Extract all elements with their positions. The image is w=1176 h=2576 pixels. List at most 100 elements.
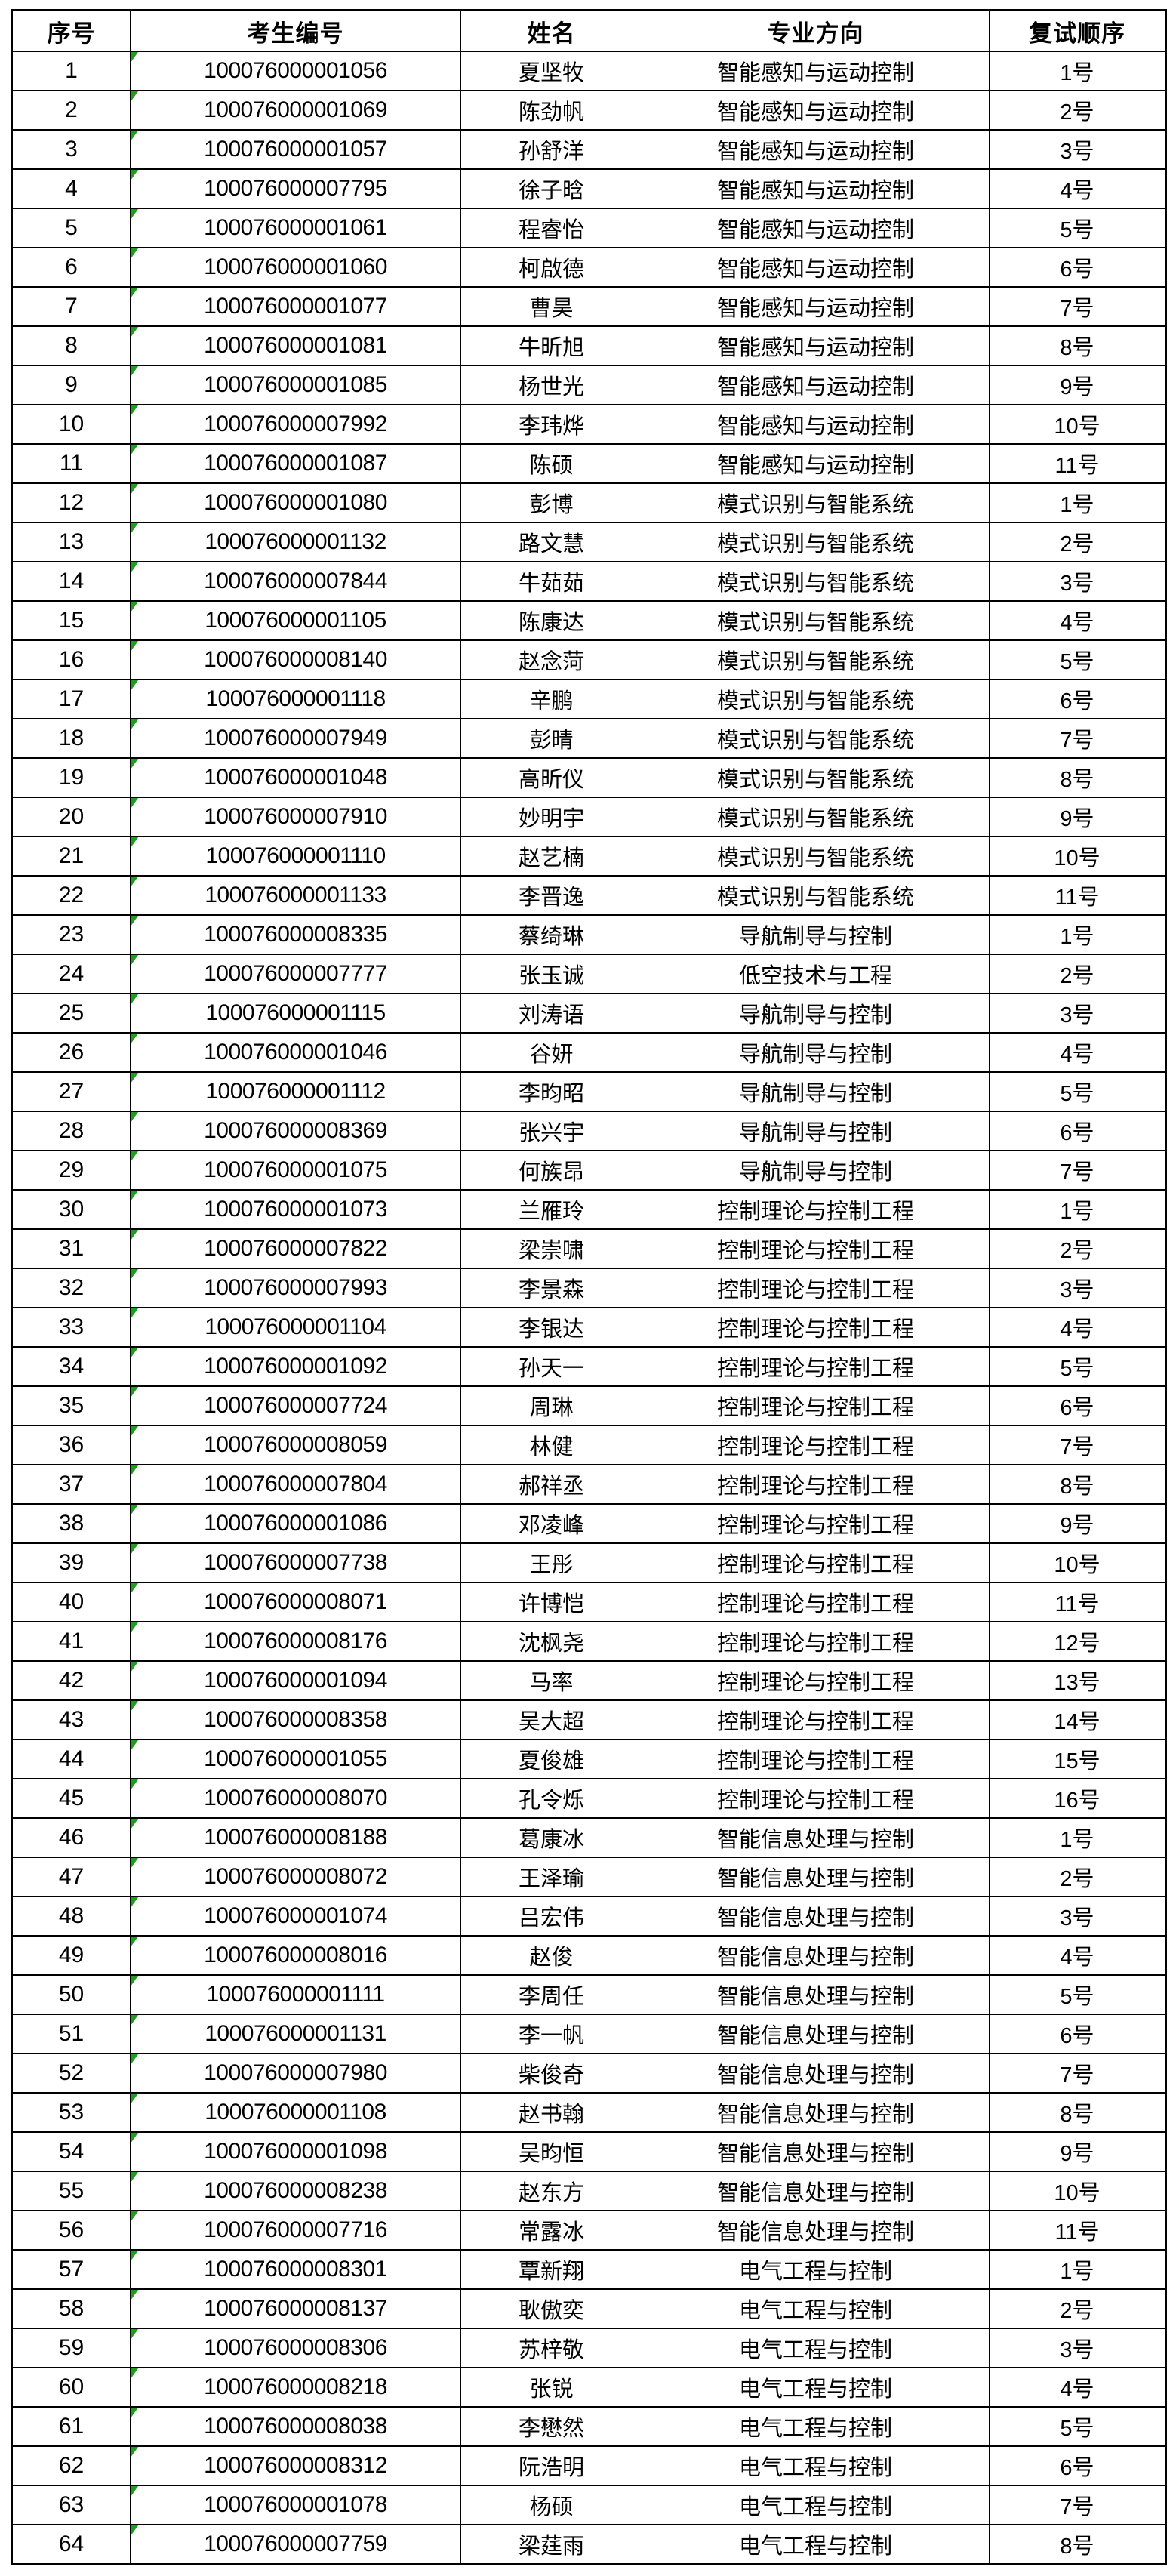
cell-retest-order: 11号 <box>989 443 1166 484</box>
candidate-id-text: 100076000001075 <box>204 1157 387 1182</box>
candidate-id-text: 100076000001092 <box>204 1354 387 1379</box>
stored-as-text-flag-icon <box>131 1859 138 1869</box>
cell-candidate-name: 王泽瑜 <box>460 1857 642 1897</box>
cell-candidate-id: 100076000007949 <box>130 718 461 759</box>
cell-serial-number: 19 <box>11 757 131 798</box>
cell-candidate-name: 梁莛雨 <box>460 2524 642 2565</box>
candidate-id-text: 100076000008071 <box>204 1589 387 1614</box>
cell-retest-order: 10号 <box>989 836 1166 877</box>
cell-serial-number: 24 <box>11 954 131 994</box>
cell-serial-number: 27 <box>11 1071 131 1112</box>
column-header: 复试顺序 <box>989 9 1166 52</box>
candidate-id-text: 100076000007738 <box>204 1550 387 1575</box>
candidate-id-text: 100076000007993 <box>204 1275 387 1300</box>
cell-serial-number: 14 <box>11 561 131 602</box>
cell-retest-order: 5号 <box>989 1974 1166 2015</box>
stored-as-text-flag-icon <box>131 1388 138 1397</box>
candidate-id-text: 100076000001061 <box>204 215 387 240</box>
table-row: 20 100076000007910 妙明宇 模式识别与智能系统 9号 <box>11 797 1166 837</box>
candidate-id-text: 100076000007724 <box>204 1393 387 1418</box>
cell-candidate-id: 100076000007759 <box>130 2524 461 2565</box>
cell-candidate-id: 100076000007777 <box>130 954 461 994</box>
stored-as-text-flag-icon <box>131 1152 138 1162</box>
table-row: 40 100076000008071 许博恺 控制理论与控制工程 11号 <box>11 1582 1166 1622</box>
cell-serial-number: 1 <box>11 51 131 91</box>
cell-retest-order: 3号 <box>989 129 1166 170</box>
cell-retest-order: 1号 <box>989 482 1166 523</box>
cell-major-direction: 智能信息处理与控制 <box>642 1896 990 1937</box>
cell-candidate-name: 李周任 <box>460 1974 642 2015</box>
candidate-id-text: 100076000001086 <box>204 1511 387 1536</box>
table-row: 33 100076000001104 李银达 控制理论与控制工程 4号 <box>11 1307 1166 1348</box>
cell-candidate-id: 100076000001087 <box>130 443 461 484</box>
cell-candidate-id: 100076000008059 <box>130 1425 461 1465</box>
cell-serial-number: 5 <box>11 208 131 248</box>
cell-candidate-id: 100076000001094 <box>130 1660 461 1701</box>
cell-candidate-id: 100076000008358 <box>130 1699 461 1740</box>
cell-serial-number: 46 <box>11 1817 131 1858</box>
stored-as-text-flag-icon <box>131 1309 138 1319</box>
cell-candidate-id: 100076000007804 <box>130 1464 461 1505</box>
cell-candidate-name: 覃新翔 <box>460 2249 642 2290</box>
cell-retest-order: 5号 <box>989 208 1166 248</box>
cell-retest-order: 2号 <box>989 90 1166 131</box>
cell-candidate-id: 100076000008140 <box>130 639 461 680</box>
cell-retest-order: 6号 <box>989 1385 1166 1426</box>
stored-as-text-flag-icon <box>131 602 138 612</box>
cell-major-direction: 模式识别与智能系统 <box>642 757 990 798</box>
cell-candidate-id: 100076000008312 <box>130 2445 461 2486</box>
cell-candidate-id: 100076000001080 <box>130 482 461 523</box>
cell-major-direction: 模式识别与智能系统 <box>642 600 990 641</box>
cell-candidate-name: 程睿怡 <box>460 208 642 248</box>
cell-candidate-id: 100076000001092 <box>130 1346 461 1387</box>
cell-retest-order: 3号 <box>989 2328 1166 2368</box>
candidate-id-text: 100076000001081 <box>204 333 387 358</box>
cell-retest-order: 6号 <box>989 247 1166 288</box>
table-row: 23 100076000008335 蔡绮琳 导航制导与控制 1号 <box>11 914 1166 955</box>
cell-candidate-name: 郝祥丞 <box>460 1464 642 1505</box>
cell-serial-number: 63 <box>11 2485 131 2525</box>
cell-major-direction: 智能信息处理与控制 <box>642 2053 990 2094</box>
cell-candidate-id: 100076000001110 <box>130 836 461 877</box>
cell-candidate-name: 曹昊 <box>460 286 642 327</box>
candidate-id-text: 100076000001060 <box>204 254 387 279</box>
table-row: 12 100076000001080 彭博 模式识别与智能系统 1号 <box>11 482 1166 523</box>
cell-candidate-name: 沈枫尧 <box>460 1621 642 1662</box>
cell-candidate-id: 100076000001108 <box>130 2092 461 2133</box>
cell-serial-number: 62 <box>11 2445 131 2486</box>
stored-as-text-flag-icon <box>131 1348 138 1358</box>
cell-serial-number: 34 <box>11 1346 131 1387</box>
table-row: 15 100076000001105 陈康达 模式识别与智能系统 4号 <box>11 600 1166 641</box>
table-row: 6 100076000001060 柯啟德 智能感知与运动控制 6号 <box>11 247 1166 288</box>
cell-candidate-name: 李银达 <box>460 1307 642 1348</box>
cell-candidate-name: 孔令烁 <box>460 1778 642 1819</box>
cell-retest-order: 10号 <box>989 2171 1166 2211</box>
stored-as-text-flag-icon <box>131 1231 138 1240</box>
cell-serial-number: 50 <box>11 1974 131 2015</box>
cell-candidate-name: 杨世光 <box>460 365 642 405</box>
cell-major-direction: 模式识别与智能系统 <box>642 561 990 602</box>
stored-as-text-flag-icon <box>131 406 138 416</box>
table-row: 55 100076000008238 赵东方 智能信息处理与控制 10号 <box>11 2171 1166 2211</box>
cell-major-direction: 导航制导与控制 <box>642 914 990 955</box>
cell-retest-order: 5号 <box>989 1346 1166 1387</box>
cell-serial-number: 8 <box>11 325 131 366</box>
cell-major-direction: 控制理论与控制工程 <box>642 1621 990 1662</box>
cell-retest-order: 7号 <box>989 2485 1166 2525</box>
cell-serial-number: 58 <box>11 2288 131 2329</box>
cell-major-direction: 导航制导与控制 <box>642 993 990 1034</box>
table-row: 28 100076000008369 张兴宇 导航制导与控制 6号 <box>11 1111 1166 1151</box>
cell-serial-number: 31 <box>11 1228 131 1269</box>
cell-candidate-name: 陈康达 <box>460 600 642 641</box>
candidate-id-text: 100076000001131 <box>205 2021 386 2046</box>
cell-major-direction: 智能信息处理与控制 <box>642 1857 990 1897</box>
cell-candidate-id: 100076000001061 <box>130 208 461 248</box>
cell-candidate-name: 陈硕 <box>460 443 642 484</box>
cell-candidate-id: 100076000001075 <box>130 1150 461 1191</box>
stored-as-text-flag-icon <box>131 1584 138 1594</box>
cell-major-direction: 智能感知与运动控制 <box>642 404 990 445</box>
stored-as-text-flag-icon <box>131 1702 138 1712</box>
cell-retest-order: 2号 <box>989 522 1166 562</box>
candidate-id-text: 100076000001112 <box>205 1079 386 1104</box>
